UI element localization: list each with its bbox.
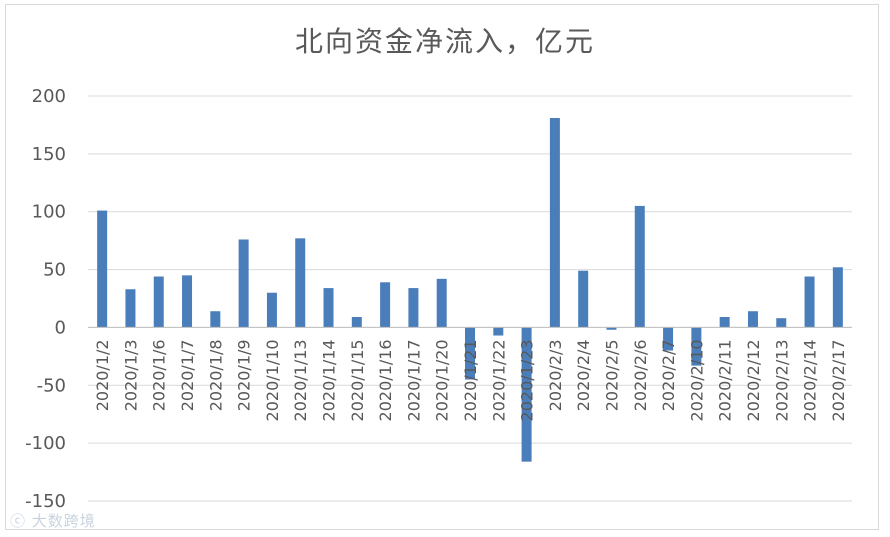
bar bbox=[295, 238, 306, 328]
bar bbox=[776, 318, 787, 328]
bar bbox=[380, 282, 391, 328]
y-tick-label: -50 bbox=[37, 375, 66, 396]
x-tick-label: 2020/1/13 bbox=[291, 339, 310, 421]
x-tick-label: 2020/1/22 bbox=[489, 339, 508, 421]
y-tick-label: 50 bbox=[43, 260, 66, 281]
y-tick-label: -100 bbox=[25, 433, 66, 454]
x-tick-label: 2020/1/16 bbox=[376, 339, 395, 421]
bar bbox=[493, 327, 504, 336]
bar bbox=[804, 276, 815, 328]
bar bbox=[832, 267, 843, 328]
x-tick-label: 2020/2/10 bbox=[687, 339, 706, 421]
bar bbox=[691, 327, 702, 366]
x-tick-label: 2020/2/12 bbox=[744, 339, 763, 421]
x-tick-label: 2020/1/9 bbox=[235, 339, 254, 411]
x-tick-label: 2020/1/17 bbox=[404, 339, 423, 421]
bar bbox=[97, 210, 108, 328]
bar bbox=[578, 270, 589, 328]
bar bbox=[153, 276, 164, 328]
x-tick-label: 2020/1/2 bbox=[93, 339, 112, 411]
y-tick-label: 0 bbox=[55, 317, 66, 338]
x-tick-label: 2020/1/6 bbox=[150, 339, 169, 411]
x-axis-ticks: 2020/1/2 2020/1/3 2020/1/6 2020/1/7 2020/1/8… bbox=[93, 339, 848, 421]
bar bbox=[323, 288, 334, 328]
x-tick-label: 2020/1/21 bbox=[461, 339, 480, 421]
x-tick-label: 2020/1/7 bbox=[178, 339, 197, 411]
bar-series bbox=[97, 117, 843, 462]
x-tick-label: 2020/1/14 bbox=[320, 339, 339, 421]
bar bbox=[634, 205, 645, 328]
x-tick-label: 2020/1/23 bbox=[518, 339, 537, 421]
y-tick-label: 100 bbox=[32, 202, 66, 223]
bar bbox=[663, 327, 674, 351]
y-axis-ticks: 200 150 100 50 0 -50 -100 -150 bbox=[25, 86, 66, 512]
x-tick-label: 2020/2/4 bbox=[574, 339, 593, 411]
y-tick-label: 200 bbox=[32, 86, 66, 107]
x-tick-label: 2020/2/13 bbox=[772, 339, 791, 421]
x-tick-label: 2020/2/14 bbox=[801, 339, 820, 421]
x-tick-label: 2020/2/17 bbox=[829, 339, 848, 421]
bar bbox=[210, 311, 221, 328]
bar bbox=[238, 239, 249, 328]
bar bbox=[549, 117, 560, 328]
bar bbox=[436, 278, 447, 328]
x-tick-label: 2020/1/8 bbox=[206, 339, 225, 411]
gridlines bbox=[88, 95, 852, 502]
chart-frame bbox=[5, 4, 879, 530]
x-tick-label: 2020/1/10 bbox=[263, 339, 282, 421]
x-tick-label: 2020/1/20 bbox=[433, 339, 452, 421]
x-tick-label: 2020/2/7 bbox=[659, 339, 678, 411]
watermark-logo: ⓒ 大数跨境 bbox=[10, 512, 96, 530]
x-tick-label: 2020/2/5 bbox=[602, 339, 621, 411]
bar bbox=[125, 289, 136, 328]
chart-title: 北向资金净流入，亿元 bbox=[294, 25, 595, 58]
x-tick-label: 2020/1/15 bbox=[348, 339, 367, 421]
y-tick-label: 150 bbox=[32, 144, 66, 165]
x-tick-label: 2020/2/6 bbox=[631, 339, 650, 411]
bar bbox=[719, 317, 730, 328]
watermark-text: 大数跨境 bbox=[31, 512, 96, 530]
x-tick-label: 2020/1/3 bbox=[121, 339, 140, 411]
x-tick-label: 2020/2/11 bbox=[716, 339, 735, 421]
bar bbox=[465, 327, 475, 380]
bar bbox=[351, 317, 362, 328]
bar bbox=[266, 292, 277, 328]
y-tick-label: -150 bbox=[25, 491, 66, 512]
x-tick-label: 2020/2/3 bbox=[546, 339, 565, 411]
bar bbox=[408, 288, 419, 328]
bar bbox=[521, 327, 532, 462]
bar bbox=[182, 275, 193, 328]
bar bbox=[606, 327, 617, 330]
bar bbox=[747, 311, 758, 328]
